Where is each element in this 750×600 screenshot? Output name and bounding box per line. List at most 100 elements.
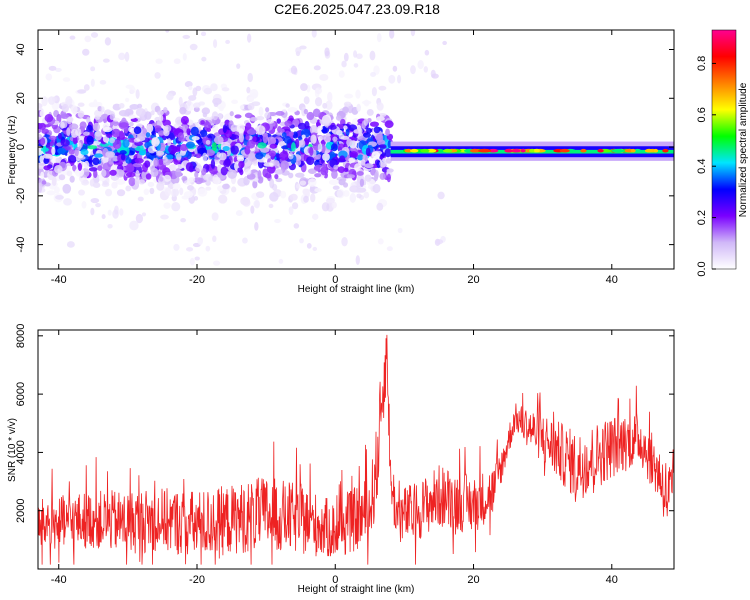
spectrogram-cell (180, 143, 188, 152)
spectrogram-cell (325, 100, 333, 110)
colorbar-ticks: 0.0 0.2 0.4 0.6 0.8 (696, 56, 716, 277)
spectrogram-cell (363, 191, 370, 199)
spectrogram-cell (328, 125, 337, 130)
spectrogram-cell (307, 168, 317, 174)
spectrogram-cell (257, 142, 267, 149)
snr-series-line (37, 334, 675, 565)
spectrogram-cell (231, 99, 239, 104)
spectrogram-cell (167, 138, 172, 147)
spectrogram-cell (54, 164, 63, 174)
spectrogram-cell (247, 152, 258, 162)
spectrogram-cell (353, 129, 362, 134)
spectrogram-cell (100, 106, 105, 113)
spectrogram-cell (534, 148, 540, 153)
colorbar-tick-label: 0.0 (696, 261, 708, 276)
spectrogram-cell (332, 185, 340, 190)
spectrogram-cell (238, 132, 244, 143)
snr-x-ticks: -40 -20 0 20 40 (51, 330, 618, 586)
spectrogram-cell (174, 123, 179, 129)
spectrogram-cell (284, 120, 292, 127)
spectrogram-cell (386, 173, 391, 183)
spectrogram-cell (322, 153, 330, 161)
spectrogram-cell (83, 160, 90, 169)
spectrogram-cell (369, 50, 376, 61)
spectrogram-cell (111, 128, 121, 138)
spectrogram-cell (187, 99, 192, 106)
spectrogram-cell (312, 246, 318, 252)
spectrogram-cell (90, 197, 100, 204)
spectrogram-cell (397, 74, 402, 84)
spectrogram-cell (109, 169, 117, 176)
spectrogram-cell (306, 111, 315, 121)
spectrogram-cell (280, 128, 285, 133)
spectrogram-cell (137, 196, 144, 202)
spectrogram-cell (144, 160, 151, 168)
spectrogram-cell (69, 175, 75, 183)
spectrogram-cell (43, 157, 50, 165)
spectrogram-cell (397, 227, 403, 234)
spectrogram-cell (146, 123, 154, 133)
spectrogram-cell (199, 129, 208, 138)
spectrogram-cell (107, 224, 113, 229)
spectrogram-cell (222, 124, 227, 134)
spectrogram-cell (321, 202, 330, 212)
spectrogram-cell (372, 183, 381, 194)
spectrogram-cell (112, 117, 121, 122)
spectrogram-cell (332, 136, 338, 142)
spectrogram-cell (173, 58, 181, 65)
spectrogram-cell (168, 144, 178, 154)
spectrogram-cell (280, 190, 287, 199)
spectrogram-cell (78, 189, 85, 196)
spectrogram-cell (235, 210, 243, 217)
x-tick-label: 40 (606, 274, 618, 286)
spectrogram-cell (90, 32, 99, 38)
spectrogram-cell (175, 153, 182, 161)
spectrogram-cell (69, 123, 79, 130)
spectrogram-cell (59, 121, 65, 129)
spectrogram-x-ticks: -40 -20 0 20 40 (51, 30, 618, 286)
spectrogram-cell (128, 114, 136, 120)
spectrogram-cell (81, 179, 90, 186)
spectrogram-cell (385, 158, 392, 164)
spectrogram-cell (155, 150, 165, 156)
spectrogram-cell (68, 148, 75, 155)
spectrogram-cell (263, 162, 274, 167)
spectrogram-band-layer (390, 152, 674, 158)
spectrogram-cell (80, 149, 89, 156)
spectrogram-cell (90, 66, 96, 72)
spectrogram-cell (339, 155, 346, 163)
spectrogram-cell (211, 142, 217, 151)
spectrogram-cell (162, 156, 168, 163)
spectrogram-cell (275, 110, 285, 116)
spectrogram-cell (223, 159, 231, 168)
spectrogram-cell (93, 169, 98, 179)
spectrogram-cell (164, 187, 172, 197)
x-tick-label: 0 (332, 274, 338, 286)
spectrogram-cell (287, 107, 298, 113)
spectrogram-cell (349, 193, 357, 203)
spectrogram-cell (346, 138, 353, 147)
spectrogram-cell (90, 207, 95, 216)
spectrogram-cell (255, 115, 265, 121)
spectrogram-cell (200, 31, 207, 37)
spectrogram-cell (203, 87, 213, 95)
spectrogram-cell (317, 125, 323, 131)
spectrogram-cell (189, 257, 195, 266)
spectrogram-cell (101, 214, 106, 220)
spectrogram-cell (77, 162, 83, 171)
spectrogram-cell (184, 180, 192, 186)
spectrogram-cell (177, 132, 185, 140)
spectrogram-cell (57, 132, 62, 140)
spectrogram-cell (320, 166, 329, 176)
spectrogram-cell (266, 164, 276, 174)
spectrogram-cell (69, 35, 76, 40)
spectrogram-cell (154, 125, 162, 133)
spectrogram-cell (288, 206, 294, 216)
spectrogram-cell (342, 106, 349, 114)
spectrogram-cell (311, 213, 319, 220)
spectrogram-cell (644, 148, 654, 153)
x-tick-label: 0 (332, 574, 338, 586)
colorbar-label: Normalized spectral amplitude (738, 82, 749, 217)
spectrogram-cell (392, 65, 398, 72)
spectrogram-cell (125, 163, 135, 173)
